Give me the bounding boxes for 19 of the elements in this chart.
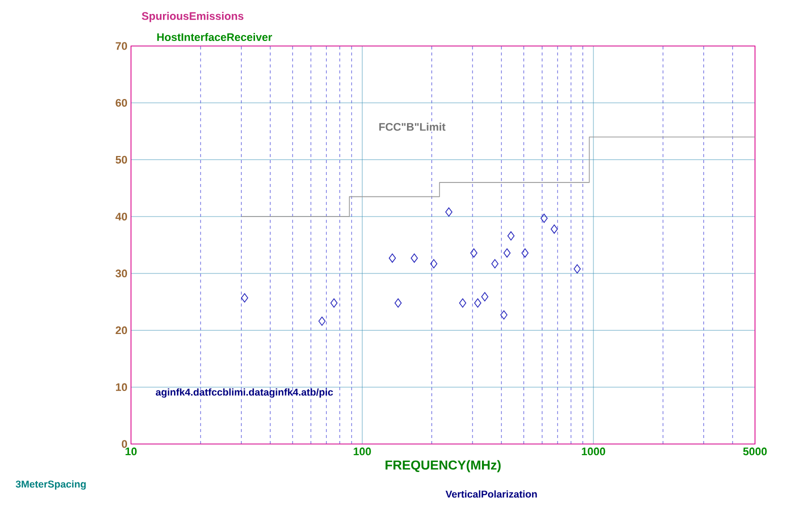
y-tick-label: 0 xyxy=(122,440,128,448)
x-tick-label: 100 xyxy=(354,448,371,456)
chart-subtitle: HostInterfaceReceiver xyxy=(157,32,272,42)
x-axis-title: FREQUENCY(MHz) xyxy=(386,460,501,472)
x-tick-label: 1000 xyxy=(582,448,606,456)
y-tick-label: 70 xyxy=(116,42,128,50)
text: 3MeterSpacing xyxy=(16,480,86,490)
chart-title: SpuriousEmissions xyxy=(142,12,244,22)
y-tick-label: 40 xyxy=(115,212,128,220)
x-tick-label: 5000 xyxy=(743,448,767,456)
x-tick-label: 10 xyxy=(126,448,137,456)
text: VerticalPolarization xyxy=(446,490,537,498)
y-tick-label: 50 xyxy=(116,156,128,164)
y-tick-label: 20 xyxy=(116,326,128,334)
y-tick-label: 10 xyxy=(116,383,128,392)
y-tick-label: 60 xyxy=(116,98,128,107)
y-tick-label: 30 xyxy=(116,270,128,278)
text: FCC"B"Limit xyxy=(379,122,446,131)
annotation: aginfk4.datfccblimi.dataginfk4.atb/pic xyxy=(156,388,333,398)
